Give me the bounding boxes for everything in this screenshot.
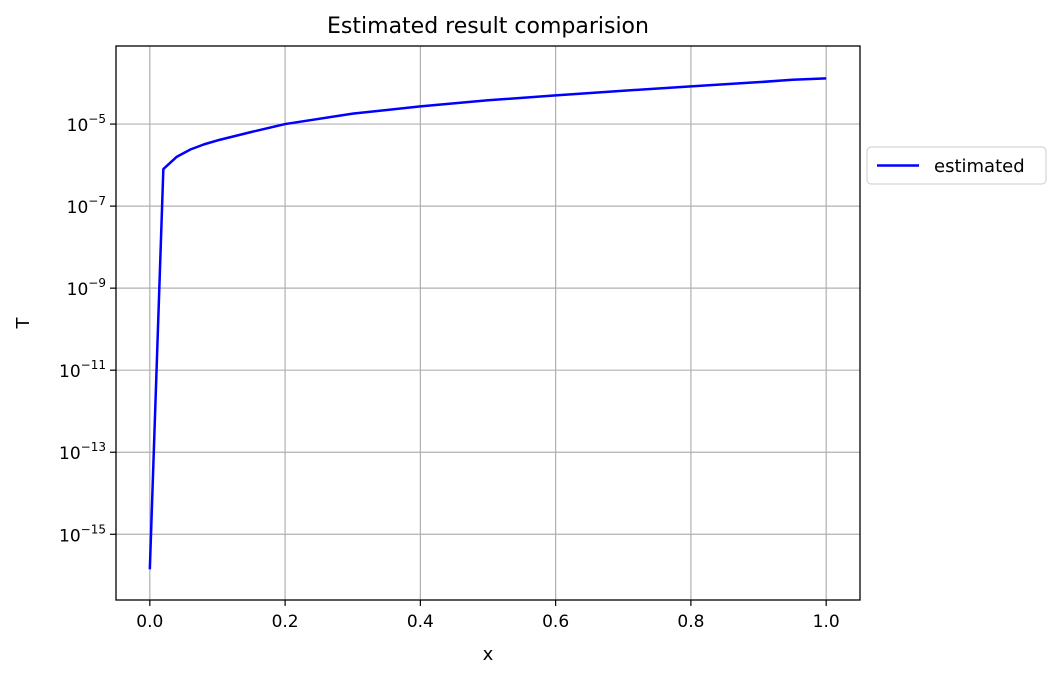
y-tick-label: 10−7 [67, 194, 106, 218]
legend-label-estimated: estimated [934, 156, 1025, 177]
x-axis-label: x [483, 644, 494, 665]
plot-series [148, 77, 827, 570]
x-tick-label: 1.0 [813, 612, 840, 632]
y-tick-exponent: −9 [88, 276, 106, 290]
y-tick-exponent: −7 [88, 194, 106, 208]
y-tick-exponent: −11 [81, 358, 106, 372]
y-tick-base: 10 [67, 280, 89, 300]
y-tick-label: 10−13 [59, 440, 106, 464]
grid [116, 46, 860, 600]
y-axis-label: T [13, 317, 34, 330]
y-tick-base: 10 [59, 444, 81, 464]
y-tick-label: 10−15 [59, 522, 106, 546]
x-tick-label: 0.8 [677, 612, 704, 632]
y-tick-base: 10 [59, 526, 81, 546]
y-tick-label: 10−5 [67, 112, 106, 136]
legend-box [866, 146, 1047, 185]
y-tick-label: 10−11 [59, 358, 106, 382]
x-axis-ticks: 0.0 0.2 0.4 0.6 0.8 1.0 [136, 600, 840, 632]
x-tick-label: 0.4 [407, 612, 434, 632]
y-tick-exponent: −5 [88, 112, 106, 126]
chart-title: Estimated result comparision [327, 14, 649, 39]
y-tick-base: 10 [67, 116, 89, 136]
legend: estimated [866, 146, 1047, 185]
y-tick-base: 10 [67, 198, 89, 218]
x-tick-label: 0.6 [542, 612, 569, 632]
plot-frame [115, 45, 861, 601]
series-line-estimated [148, 77, 827, 570]
y-tick-exponent: −15 [81, 522, 106, 536]
y-tick-exponent: −13 [81, 440, 106, 454]
y-tick-label: 10−9 [67, 276, 106, 300]
x-tick-label: 0.0 [136, 612, 163, 632]
y-tick-base: 10 [59, 362, 81, 382]
x-tick-label: 0.2 [272, 612, 299, 632]
